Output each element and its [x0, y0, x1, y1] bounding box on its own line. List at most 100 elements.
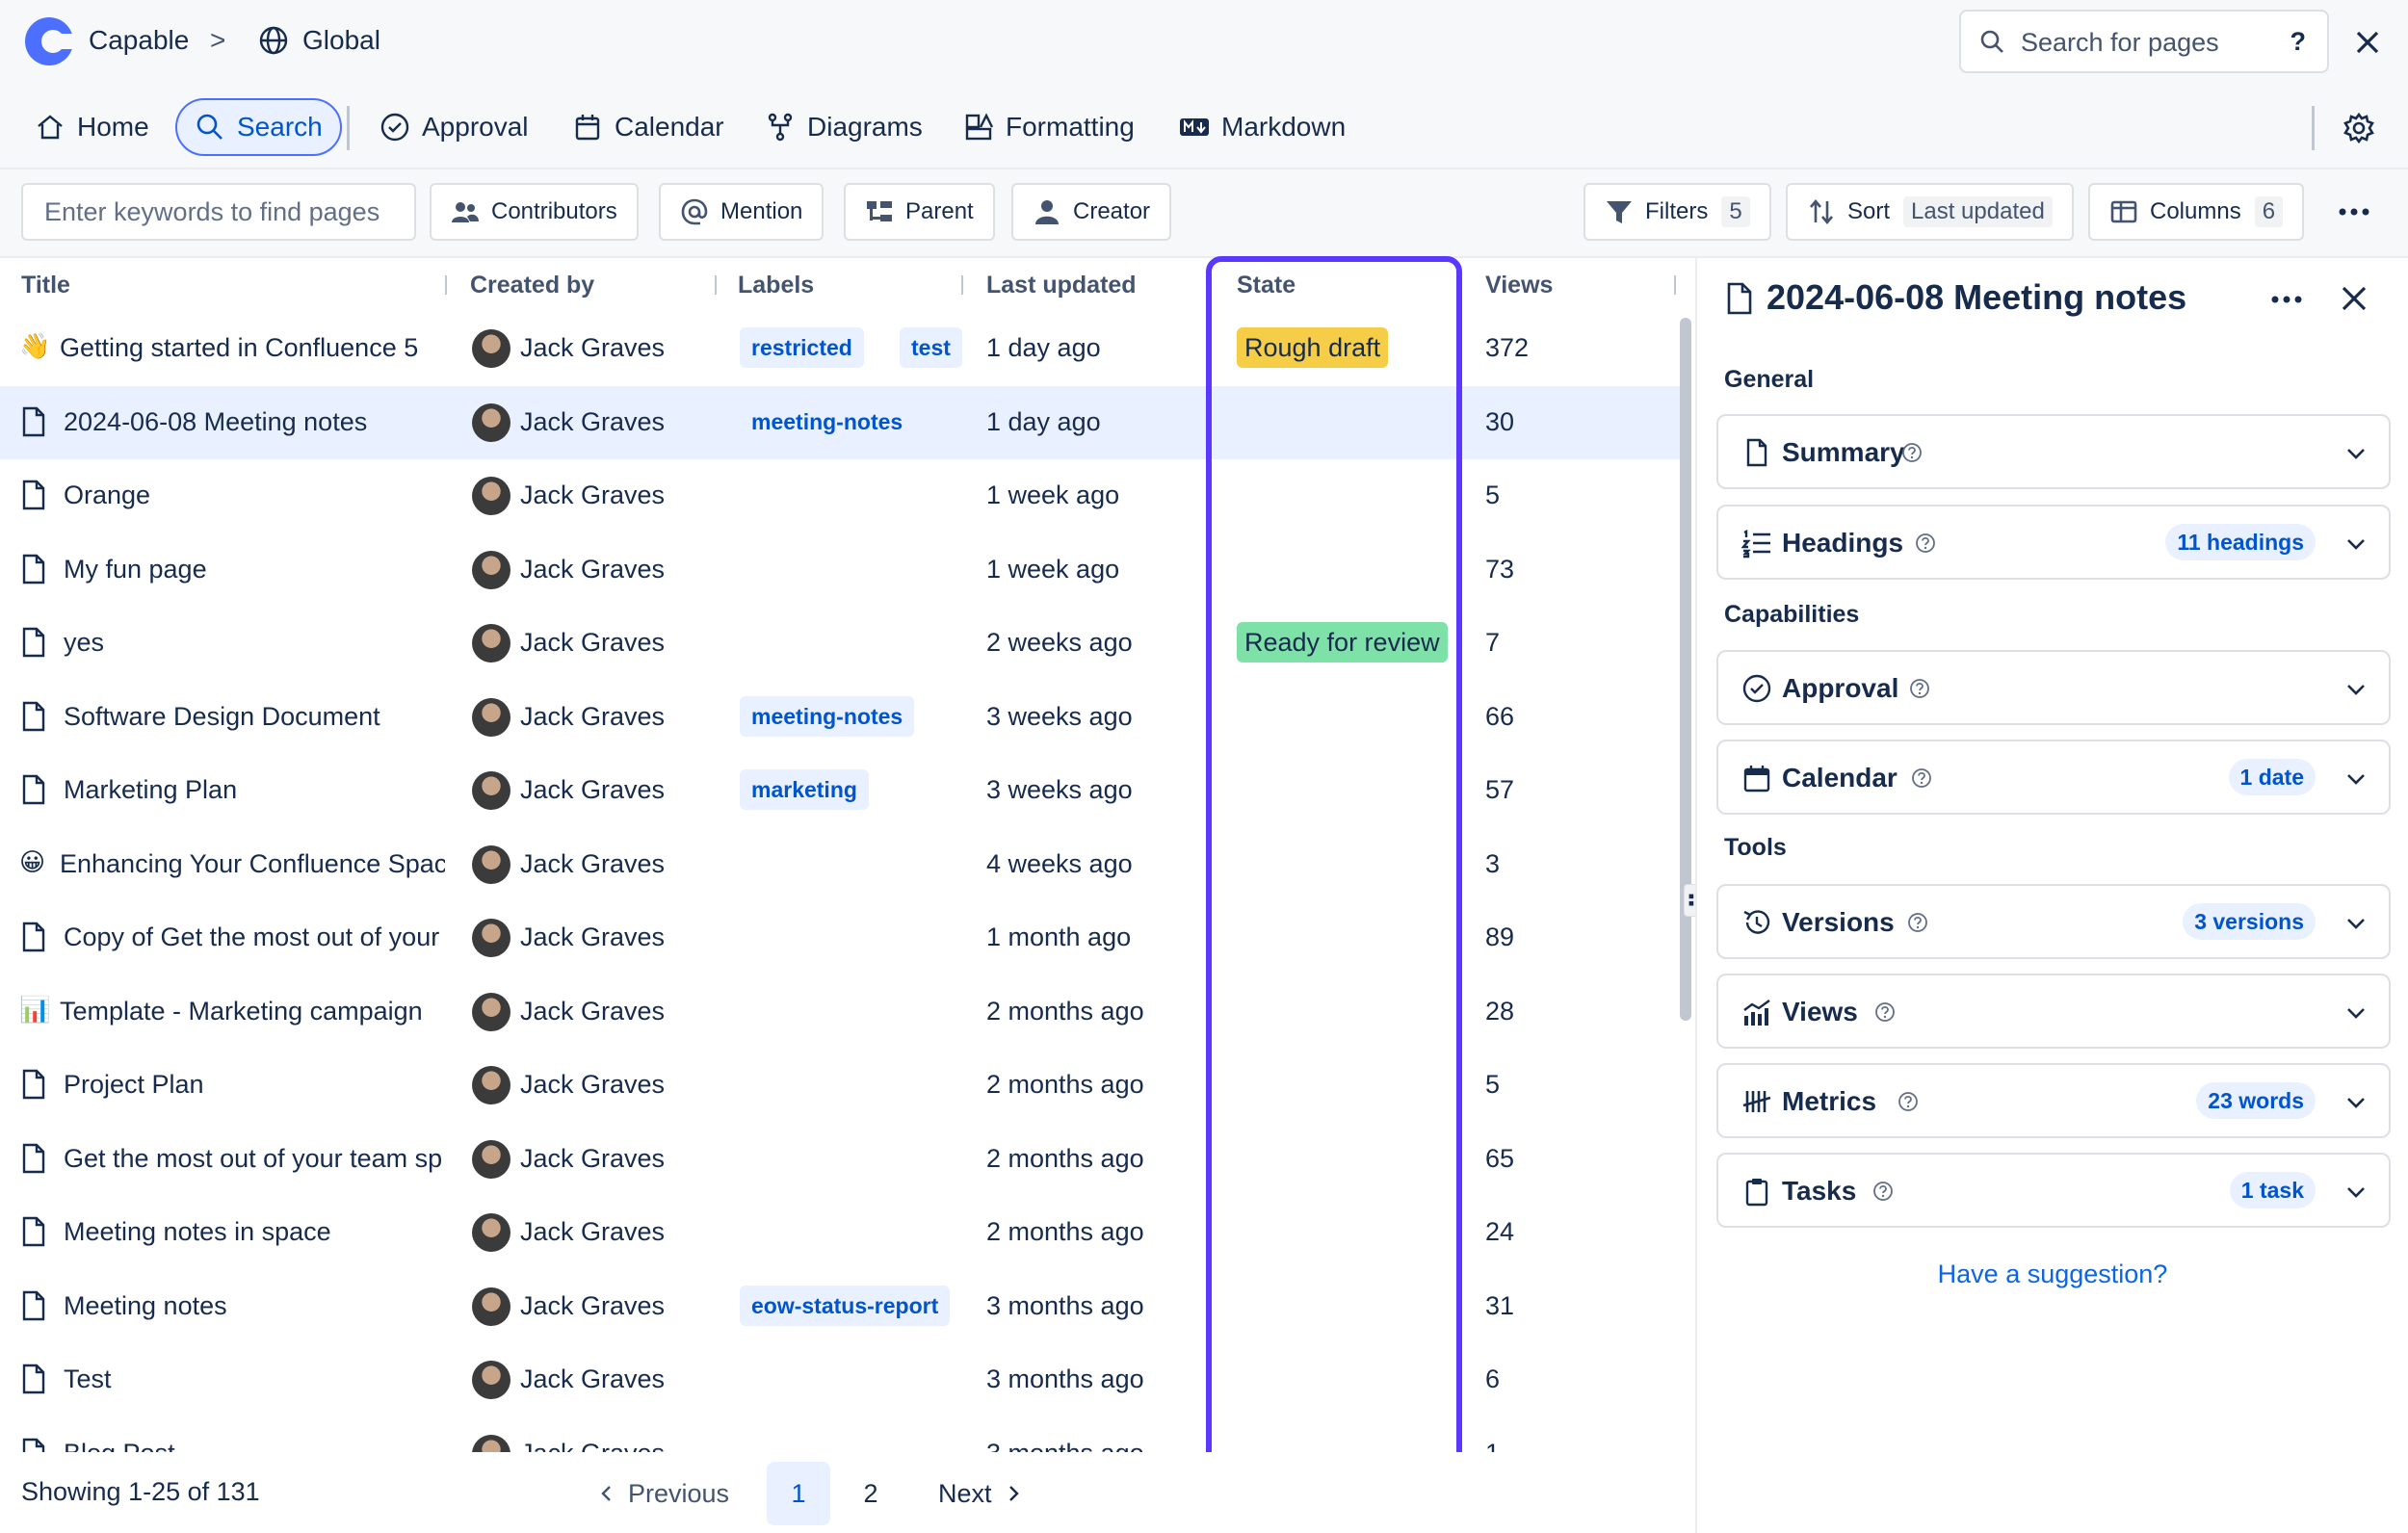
- sort-button[interactable]: Sort Last updated: [1786, 183, 2074, 241]
- gear-icon[interactable]: [2343, 112, 2375, 144]
- table-row[interactable]: My fun page Jack Graves 1 week ago 73: [0, 533, 1680, 607]
- table-row[interactable]: Orange Jack Graves 1 week ago 5: [0, 459, 1680, 533]
- column-header-last-updated[interactable]: Last updated: [986, 272, 1137, 299]
- creator-name[interactable]: Jack Graves: [520, 554, 666, 584]
- page-title-link[interactable]: Software Design Document: [64, 701, 380, 731]
- creator-name[interactable]: Jack Graves: [520, 481, 666, 509]
- breadcrumb-space[interactable]: Global: [302, 25, 380, 55]
- page-title-link[interactable]: Marketing Plan: [64, 775, 238, 804]
- table-row[interactable]: 👋 Getting started in Confluence 5 Jack Gra…: [0, 312, 1680, 385]
- creator-name[interactable]: Jack Graves: [520, 1217, 666, 1246]
- creator-name[interactable]: Jack Graves: [520, 1143, 666, 1173]
- brand-name[interactable]: Capable: [89, 25, 190, 55]
- creator-name[interactable]: Jack Graves: [520, 1364, 666, 1393]
- more-options-icon[interactable]: [2331, 196, 2377, 227]
- column-header-title[interactable]: Title: [21, 272, 70, 299]
- page-title-link[interactable]: 2024-06-08 Meeting notes: [64, 406, 368, 436]
- headings-card[interactable]: Headings 11 headings: [1716, 505, 2391, 580]
- table-row[interactable]: Project Plan Jack Graves 2 months ago 5: [0, 1049, 1680, 1122]
- page-title-link[interactable]: Copy of Get the most out of your: [64, 922, 440, 951]
- tasks-card[interactable]: Tasks 1 task: [1716, 1153, 2391, 1228]
- column-resizer[interactable]: [445, 275, 447, 295]
- suggestion-link[interactable]: Have a suggestion?: [1937, 1260, 2168, 1288]
- chevron-down-icon[interactable]: [2343, 531, 2369, 558]
- creator-name[interactable]: Jack Graves: [520, 1290, 666, 1320]
- creator-name[interactable]: Jack Graves: [520, 628, 666, 657]
- help-icon[interactable]: [1901, 442, 1923, 463]
- page-search-box[interactable]: Search for pages ?: [1959, 10, 2329, 73]
- views-card[interactable]: Views: [1716, 974, 2391, 1049]
- parent-filter[interactable]: Parent: [844, 183, 995, 241]
- page-title-link[interactable]: Getting started in Confluence 5: [60, 333, 419, 362]
- chevron-down-icon[interactable]: [2343, 1179, 2369, 1206]
- label-chip[interactable]: meeting-notes: [740, 401, 915, 442]
- table-row[interactable]: Marketing Plan Jack Graves marketing 3 week…: [0, 754, 1680, 827]
- chevron-down-icon[interactable]: [2343, 440, 2369, 467]
- help-icon[interactable]: [1909, 678, 1930, 699]
- table-row[interactable]: Test Jack Graves 3 months ago 6: [0, 1343, 1680, 1416]
- columns-button[interactable]: Columns 6: [2088, 183, 2305, 241]
- page-title-link[interactable]: Template - Marketing campaign: [60, 996, 423, 1026]
- help-icon[interactable]: [1898, 1091, 1919, 1112]
- label-chip[interactable]: test: [900, 327, 962, 368]
- more-options-icon[interactable]: [2267, 293, 2306, 306]
- help-icon[interactable]: [1915, 533, 1936, 554]
- help-shortcut-icon[interactable]: ?: [2290, 27, 2307, 56]
- nav-home[interactable]: Home: [35, 98, 149, 156]
- state-badge[interactable]: Rough draft: [1237, 327, 1389, 368]
- mention-filter[interactable]: Mention: [659, 183, 824, 241]
- calendar-card[interactable]: Calendar 1 date: [1716, 740, 2391, 815]
- approval-card[interactable]: Approval: [1716, 650, 2391, 725]
- column-header-state[interactable]: State: [1237, 272, 1296, 299]
- column-resizer[interactable]: [715, 275, 717, 295]
- help-icon[interactable]: [1872, 1181, 1894, 1202]
- metrics-card[interactable]: Metrics 23 words: [1716, 1063, 2391, 1138]
- help-icon[interactable]: [1907, 912, 1928, 933]
- table-row[interactable]: Blog Post Jack Graves 3 months ago 1: [0, 1417, 1680, 1453]
- nav-markdown[interactable]: Markdown: [1179, 98, 1346, 156]
- creator-name[interactable]: Jack Graves: [520, 1070, 666, 1099]
- versions-card[interactable]: Versions 3 versions: [1716, 884, 2391, 959]
- nav-search[interactable]: Search: [175, 98, 342, 156]
- column-resizer[interactable]: [961, 275, 963, 295]
- close-icon[interactable]: [2348, 23, 2387, 62]
- creator-name[interactable]: Jack Graves: [520, 701, 666, 731]
- creator-name[interactable]: Jack Graves: [520, 406, 666, 436]
- chevron-down-icon[interactable]: [2343, 766, 2369, 792]
- creator-name[interactable]: Jack Graves: [520, 848, 666, 878]
- label-chip[interactable]: restricted: [740, 327, 864, 368]
- page-title-link[interactable]: Test: [64, 1364, 112, 1393]
- table-row[interactable]: Get the most out of your team sp Jack Gra…: [0, 1123, 1680, 1196]
- help-icon[interactable]: [1911, 767, 1932, 789]
- column-resizer[interactable]: [1674, 275, 1676, 295]
- summary-card[interactable]: Summary: [1716, 414, 2391, 489]
- filters-button[interactable]: Filters 5: [1584, 183, 1771, 241]
- page-title-link[interactable]: yes: [64, 628, 105, 657]
- nav-formatting[interactable]: Formatting: [963, 98, 1135, 156]
- table-row[interactable]: Meeting notes in space Jack Graves 2 month…: [0, 1196, 1680, 1269]
- table-row[interactable]: Copy of Get the most out of your Jack Gra…: [0, 901, 1680, 974]
- table-row[interactable]: Software Design Document Jack Graves meeti…: [0, 681, 1680, 754]
- page-title-link[interactable]: Meeting notes in space: [64, 1217, 331, 1246]
- table-row[interactable]: 😀 Enhancing Your Confluence Spac Jack Grav…: [0, 828, 1680, 901]
- nav-approval[interactable]: Approval: [380, 98, 529, 156]
- table-row[interactable]: yes Jack Graves 2 weeks ago Ready for revie…: [0, 607, 1680, 680]
- chevron-down-icon[interactable]: [2343, 1000, 2369, 1026]
- table-scrollbar[interactable]: [1680, 318, 1691, 1021]
- label-chip[interactable]: eow-status-report: [740, 1285, 951, 1326]
- table-row[interactable]: Meeting notes Jack Graves eow-status-repor…: [0, 1270, 1680, 1343]
- page-title-link[interactable]: Orange: [64, 481, 151, 509]
- nav-calendar[interactable]: Calendar: [572, 98, 724, 156]
- page-title-link[interactable]: Enhancing Your Confluence Spac: [60, 848, 445, 878]
- creator-name[interactable]: Jack Graves: [520, 996, 666, 1026]
- page-title-link[interactable]: Meeting notes: [64, 1290, 227, 1320]
- contributors-filter[interactable]: Contributors: [430, 183, 639, 241]
- capable-logo-icon[interactable]: [23, 15, 75, 67]
- creator-filter[interactable]: Creator: [1011, 183, 1172, 241]
- nav-diagrams[interactable]: Diagrams: [765, 98, 923, 156]
- page-title-link[interactable]: Blog Post: [64, 1439, 445, 1453]
- page-1-button[interactable]: 1: [767, 1462, 830, 1525]
- page-title-link[interactable]: Project Plan: [64, 1070, 204, 1099]
- column-header-created-by[interactable]: Created by: [470, 272, 595, 299]
- previous-page-button[interactable]: Previous: [597, 1462, 729, 1525]
